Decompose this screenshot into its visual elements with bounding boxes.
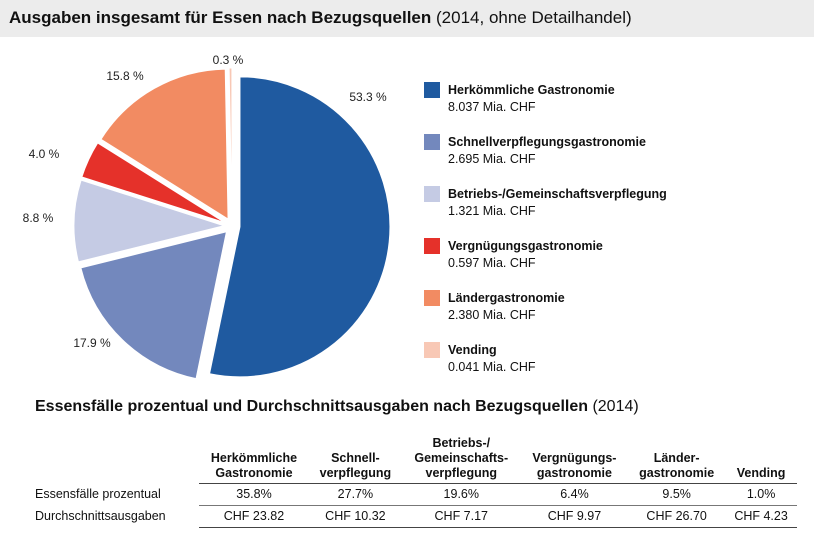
chart-title-note: (2014, ohne Detailhandel) bbox=[436, 8, 632, 27]
pie-slice-2 bbox=[73, 179, 226, 263]
pie-slice-label-3: 4.0 % bbox=[29, 147, 60, 161]
legend-item: Ländergastronomie 2.380 Mia. CHF bbox=[424, 288, 724, 328]
table-cell: CHF 9.97 bbox=[520, 505, 629, 528]
legend-item: Schnellverpflegungsgastronomie 2.695 Mia.… bbox=[424, 132, 724, 172]
table-header-herkoemmliche: Herkömmliche Gastronomie bbox=[199, 436, 309, 484]
pie-chart: 53.3 % 17.9 % 8.8 % 4.0 % 15.8 % 0.3 % bbox=[23, 53, 391, 380]
legend-label: Herkömmliche Gastronomie bbox=[448, 83, 615, 97]
pie-slice-5 bbox=[228, 67, 233, 219]
table-title-main: Essensfälle prozentual und Durchschnitts… bbox=[35, 398, 588, 415]
legend-label: Vergnügungsgastronomie bbox=[448, 239, 603, 253]
table-cell: 35.8% bbox=[199, 483, 309, 506]
chart-title-main: Ausgaben insgesamt für Essen nach Bezugs… bbox=[9, 8, 432, 27]
pie-slice-label-0: 53.3 % bbox=[349, 90, 387, 104]
legend-swatch bbox=[424, 134, 440, 150]
pie-slice-label-4: 15.8 % bbox=[106, 69, 144, 83]
pie-slice-label-2: 8.8 % bbox=[23, 211, 54, 225]
legend-swatch bbox=[424, 186, 440, 202]
table-header-empty bbox=[33, 436, 199, 484]
legend-swatch bbox=[424, 82, 440, 98]
table-cell: 6.4% bbox=[520, 483, 629, 506]
legend-value: 8.037 Mia. CHF bbox=[448, 100, 536, 114]
row-label: Essensfälle prozentual bbox=[35, 487, 161, 501]
pie-slice-0 bbox=[208, 76, 391, 378]
table-cell: 27.7% bbox=[308, 483, 402, 506]
table-cell: 9.5% bbox=[628, 483, 726, 506]
pie-slice-4 bbox=[100, 68, 229, 220]
legend-swatch bbox=[424, 342, 440, 358]
pie-slice-3 bbox=[81, 142, 226, 224]
legend-swatch bbox=[424, 290, 440, 306]
row-label: Durchschnittsausgaben bbox=[35, 509, 166, 523]
table-cell: 19.6% bbox=[401, 483, 521, 506]
legend-value: 1.321 Mia. CHF bbox=[448, 204, 536, 218]
legend-value: 2.695 Mia. CHF bbox=[448, 152, 536, 166]
legend-item: Herkömmliche Gastronomie 8.037 Mia. CHF bbox=[424, 80, 724, 120]
legend-value: 0.597 Mia. CHF bbox=[448, 256, 536, 270]
table-row: Durchschnittsausgaben CHF 23.82 CHF 10.3… bbox=[33, 505, 797, 528]
table-header-row: Herkömmliche Gastronomie Schnell-verpfleg… bbox=[33, 436, 797, 484]
pie-slice-label-5: 0.3 % bbox=[213, 53, 244, 67]
table-cell: CHF 4.23 bbox=[725, 505, 797, 528]
legend-item: Vergnügungsgastronomie 0.597 Mia. CHF bbox=[424, 236, 724, 276]
table-header-schnell: Schnell-verpflegung bbox=[308, 436, 402, 484]
table-header-laender: Länder-gastronomie bbox=[628, 436, 726, 484]
legend-swatch bbox=[424, 238, 440, 254]
table-cell: CHF 7.17 bbox=[401, 505, 521, 528]
legend-label: Vending bbox=[448, 343, 497, 357]
table-header-vergnuegung: Vergnügungs-gastronomie bbox=[520, 436, 629, 484]
table-cell: 1.0% bbox=[725, 483, 797, 506]
table-header-vending: Vending bbox=[725, 436, 797, 484]
legend-label: Betriebs-/Gemeinschaftsverpflegung bbox=[448, 187, 667, 201]
table-cell: CHF 26.70 bbox=[628, 505, 726, 528]
legend-label: Ländergastronomie bbox=[448, 291, 565, 305]
table-row: Essensfälle prozentual 35.8% 27.7% 19.6%… bbox=[33, 483, 797, 506]
pie-slice-1 bbox=[80, 231, 228, 380]
pie-slice-label-1: 17.9 % bbox=[73, 336, 111, 350]
table-cell: CHF 23.82 bbox=[199, 505, 309, 528]
legend-value: 0.041 Mia. CHF bbox=[448, 360, 536, 374]
chart-title: Ausgaben insgesamt für Essen nach Bezugs… bbox=[0, 0, 814, 37]
table-title-note: (2014) bbox=[592, 398, 639, 415]
data-table: Herkömmliche Gastronomie Schnell-verpfleg… bbox=[33, 436, 797, 528]
table-title: Essensfälle prozentual und Durchschnitts… bbox=[35, 398, 639, 416]
legend-value: 2.380 Mia. CHF bbox=[448, 308, 536, 322]
table-cell: CHF 10.32 bbox=[308, 505, 402, 528]
legend-label: Schnellverpflegungsgastronomie bbox=[448, 135, 646, 149]
legend-item: Betriebs-/Gemeinschaftsverpflegung 1.321 … bbox=[424, 184, 724, 224]
table-header-betriebs: Betriebs-/Gemeinschafts-verpflegung bbox=[401, 436, 521, 484]
legend-item: Vending 0.041 Mia. CHF bbox=[424, 340, 724, 380]
